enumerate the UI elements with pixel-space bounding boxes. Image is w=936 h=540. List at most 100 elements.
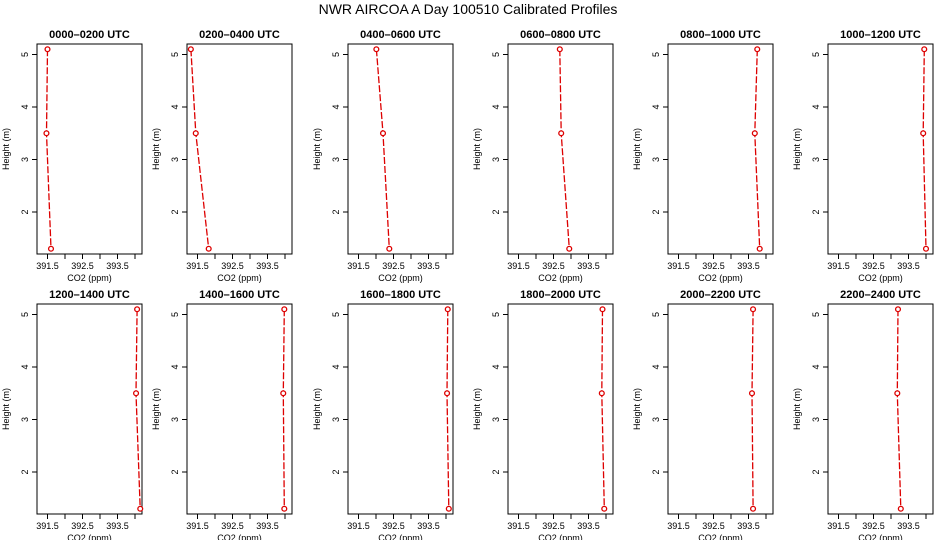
y-tick-label: 5 (491, 52, 501, 57)
y-tick-label: 4 (331, 104, 341, 109)
x-tick-label: 393.5 (897, 261, 920, 271)
data-point (749, 505, 757, 512)
data-point (897, 505, 904, 512)
chart-panel-3: 0400–0600 UTC 391.5 392.5 393.5 2 3 4 5 CO2 (ppm… (312, 29, 454, 283)
profile-line (922, 49, 927, 249)
y-tick-label: 3 (491, 157, 501, 162)
chart-title: 0800–1000 UTC (680, 29, 761, 41)
chart-title: 1000–1200 UTC (840, 29, 921, 41)
y-tick-label: 5 (651, 312, 661, 317)
x-tick-label: 393.5 (106, 521, 129, 531)
data-point (922, 245, 930, 252)
x-tick-label: 391.5 (186, 261, 209, 271)
y-tick-label: 4 (20, 364, 30, 369)
y-tick-label: 4 (491, 104, 501, 109)
y-axis-label: Height (m) (151, 388, 161, 430)
chart-panel-4: 0600–0800 UTC 391.5 392.5 393.5 2 3 4 5 CO2 (ppm… (472, 29, 614, 283)
chart-panel-8: 1400–1600 UTC 391.5 392.5 393.5 2 3 4 5 CO2 (ppm… (151, 289, 293, 540)
x-axis-label: CO2 (ppm) (217, 533, 262, 540)
y-tick-label: 2 (331, 209, 341, 214)
y-tick-label: 3 (170, 417, 180, 422)
x-tick-label: 392.5 (71, 261, 94, 271)
y-axis-label: Height (m) (472, 388, 482, 430)
data-point (133, 390, 140, 397)
x-axis-label: CO2 (ppm) (858, 533, 903, 540)
page-title: NWR AIRCOA A Day 100510 Calibrated Profi… (318, 1, 618, 17)
y-tick-label: 4 (170, 104, 180, 109)
chart-title: 2200–2400 UTC (840, 289, 921, 301)
x-tick-label: 391.5 (667, 261, 690, 271)
data-point (205, 245, 212, 252)
data-point (281, 306, 288, 313)
x-tick-label: 392.5 (702, 521, 725, 531)
x-tick-label: 391.5 (347, 261, 370, 271)
x-tick-label: 393.5 (256, 261, 279, 271)
plot-frame (507, 43, 614, 255)
plot-frame (347, 43, 454, 255)
chart-title: 0600–0800 UTC (520, 29, 601, 41)
x-tick-label: 392.5 (221, 261, 244, 271)
plot-frame (186, 303, 293, 515)
y-tick-label: 2 (811, 209, 821, 214)
x-tick-label: 392.5 (542, 261, 565, 271)
profile-line (896, 309, 902, 509)
y-tick-label: 4 (651, 104, 661, 109)
data-point (192, 130, 199, 137)
x-axis-label: CO2 (ppm) (217, 273, 262, 283)
x-axis-label: CO2 (ppm) (67, 533, 112, 540)
data-point (47, 245, 55, 252)
x-tick-label: 391.5 (186, 521, 209, 531)
x-tick-label: 392.5 (702, 261, 725, 271)
profile-line (190, 49, 210, 249)
y-tick-label: 4 (651, 364, 661, 369)
x-axis-label: CO2 (ppm) (538, 273, 583, 283)
chart-panel-10: 1800–2000 UTC 391.5 392.5 393.5 2 3 4 5 CO2 (ppm… (472, 289, 614, 540)
x-tick-label: 392.5 (542, 521, 565, 531)
x-tick-label: 391.5 (36, 261, 59, 271)
profile-line (601, 309, 605, 509)
y-tick-label: 4 (170, 364, 180, 369)
x-tick-label: 393.5 (577, 261, 600, 271)
chart-title: 0400–0600 UTC (360, 29, 441, 41)
chart-title: 1800–2000 UTC (520, 289, 601, 301)
y-tick-label: 5 (170, 52, 180, 57)
chart-title: 1400–1600 UTC (199, 289, 280, 301)
x-axis-label: CO2 (ppm) (378, 273, 423, 283)
data-point (751, 130, 758, 137)
y-tick-label: 3 (651, 157, 661, 162)
x-tick-label: 391.5 (507, 261, 530, 271)
x-axis-label: CO2 (ppm) (67, 273, 112, 283)
x-tick-label: 391.5 (347, 521, 370, 531)
y-tick-label: 3 (491, 417, 501, 422)
x-tick-label: 391.5 (827, 261, 850, 271)
y-tick-label: 2 (170, 209, 180, 214)
chart-title: 0200–0400 UTC (199, 29, 280, 41)
y-axis-label: Height (m) (312, 388, 322, 430)
data-point (894, 306, 902, 313)
y-tick-label: 5 (170, 312, 180, 317)
y-tick-label: 2 (20, 209, 30, 214)
data-point (748, 390, 756, 397)
x-tick-label: 391.5 (827, 521, 850, 531)
data-point (44, 46, 51, 53)
x-axis-label: CO2 (ppm) (698, 273, 743, 283)
data-point (187, 46, 194, 53)
y-tick-label: 5 (491, 312, 501, 317)
x-tick-label: 392.5 (862, 261, 885, 271)
chart-title: 1600–1800 UTC (360, 289, 441, 301)
y-tick-label: 2 (491, 469, 501, 474)
y-tick-label: 5 (331, 312, 341, 317)
y-tick-label: 4 (331, 364, 341, 369)
data-point (921, 46, 928, 53)
chart-panel-1: 0000–0200 UTC 391.5 392.5 393.5 2 3 4 5 CO2 (ppm… (1, 29, 143, 283)
data-point (443, 390, 451, 397)
y-axis-label: Height (m) (632, 388, 642, 430)
y-axis-label: Height (m) (1, 128, 11, 170)
data-point (444, 306, 451, 313)
data-point (920, 130, 927, 137)
data-point (894, 390, 901, 397)
y-axis-label: Height (m) (792, 128, 802, 170)
x-tick-label: 393.5 (897, 521, 920, 531)
y-tick-label: 4 (811, 364, 821, 369)
